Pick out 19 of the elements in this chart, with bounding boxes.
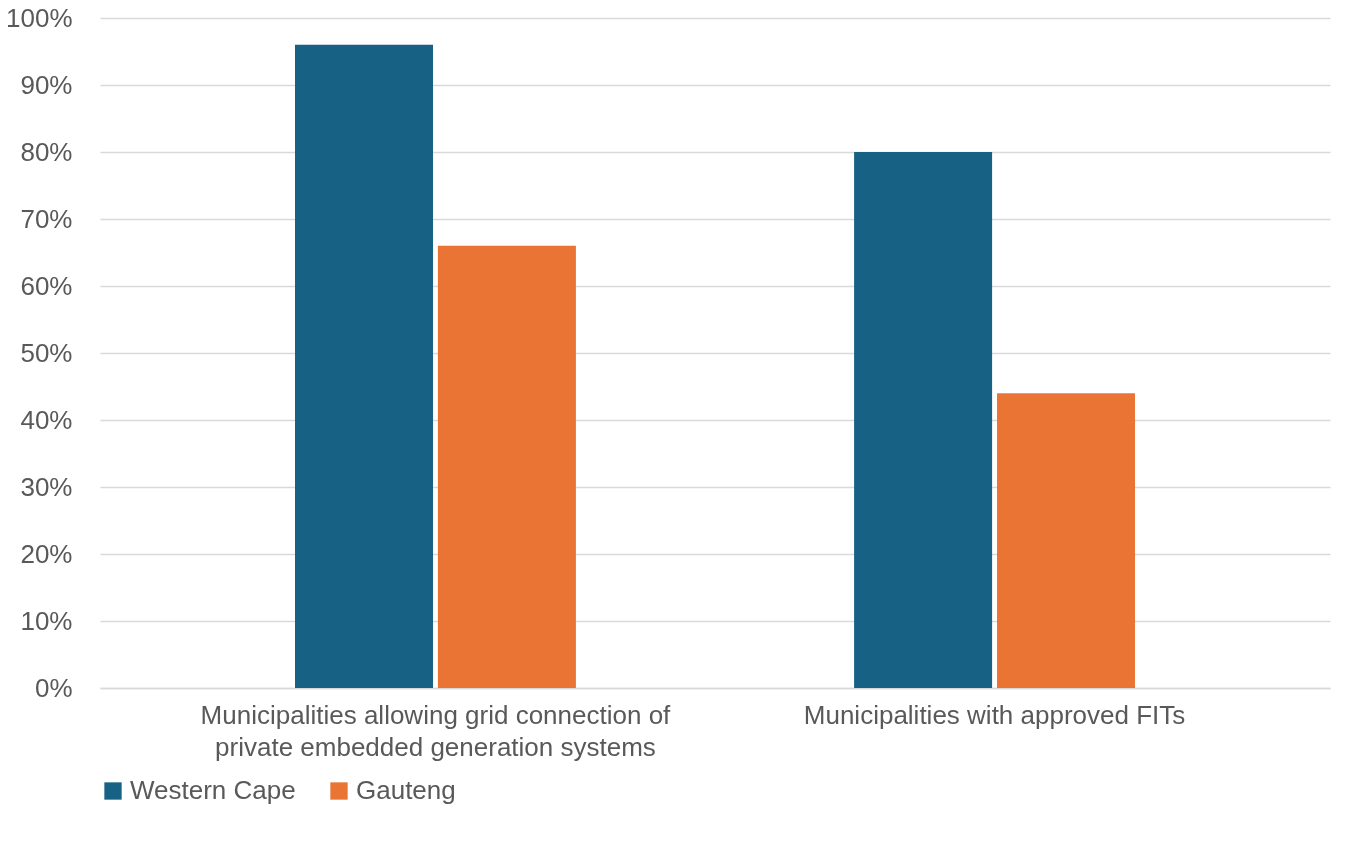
y-tick-label: 100% [6,2,73,33]
y-tick-label: 40% [20,404,73,435]
y-tick-label: 90% [20,69,73,100]
legend-label: Gauteng [356,775,456,805]
bar [295,44,434,688]
y-tick-label: 80% [20,136,73,167]
y-tick-label: 20% [20,538,73,569]
x-tick-label: Municipalities allowing grid connection of private embedded generation systems [200,699,672,762]
y-tick-label: 60% [20,270,73,301]
bar [437,245,576,688]
bar [854,152,993,688]
y-tick-label: 50% [20,337,73,368]
legend-label: Western Cape [130,775,296,805]
y-tick-label: 0% [34,672,73,703]
bar [996,393,1135,688]
y-tick-label: 10% [20,605,73,636]
x-tick-label: Municipalities with approved FITs [803,699,1186,730]
y-tick-label: 30% [20,471,73,502]
y-tick-label: 70% [20,203,73,234]
